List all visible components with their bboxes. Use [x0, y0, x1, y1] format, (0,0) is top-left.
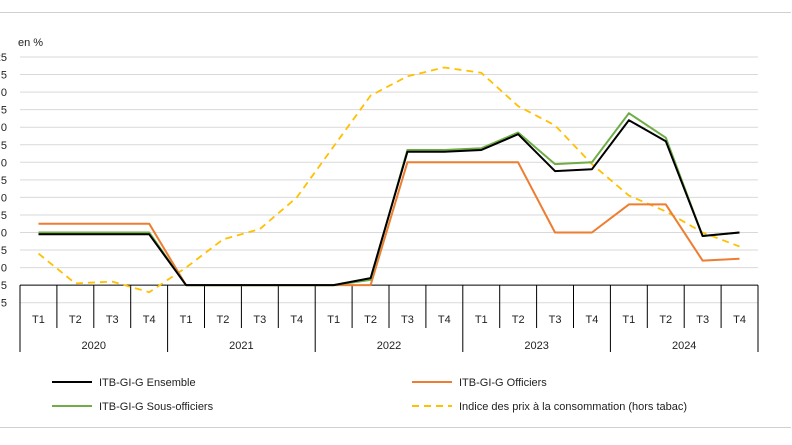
- x-quarter-label: T1: [180, 314, 193, 326]
- y-tick-label: 5: [1, 298, 7, 310]
- x-quarter-label: T1: [622, 314, 635, 326]
- x-year-label: 2021: [229, 340, 253, 352]
- legend-label: ITB-GI-G Officiers: [459, 377, 547, 389]
- series-line-3: [37, 66, 740, 294]
- y-tick-label: 5: [1, 105, 7, 117]
- x-quarter-label: T3: [106, 314, 119, 326]
- y-tick-label: 5: [1, 280, 7, 292]
- series-lines: [37, 66, 740, 294]
- legend-label: ITB-GI-G Sous-officiers: [99, 401, 214, 413]
- x-quarter-label: T3: [549, 314, 562, 326]
- x-quarter-label: T4: [586, 314, 599, 326]
- y-tick-label: 0: [1, 157, 7, 169]
- y-axis-ticks: 25 5 0 5 0 5 0 5 0 5 0 5 0 5 5: [0, 52, 7, 310]
- x-quarter-label: T3: [696, 314, 709, 326]
- x-year-label: 2024: [672, 340, 696, 352]
- x-quarter-label: T1: [32, 314, 45, 326]
- x-quarter-label: T2: [364, 314, 377, 326]
- x-year-label: 2022: [377, 340, 401, 352]
- legend: ITB-GI-G Ensemble ITB-GI-G Officiers ITB-G…: [52, 377, 687, 413]
- y-tick-label: 25: [0, 52, 7, 64]
- y-tick-label: 0: [1, 228, 7, 240]
- x-quarter-label: T4: [290, 314, 303, 326]
- y-tick-label: 5: [1, 210, 7, 222]
- x-quarter-label: T4: [438, 314, 451, 326]
- y-tick-label: 5: [1, 140, 7, 152]
- series-line-1: [38, 161, 740, 287]
- grid-lines: [20, 56, 758, 304]
- y-tick-label: 0: [1, 263, 7, 275]
- x-quarter-label: T2: [69, 314, 82, 326]
- x-quarter-label: T1: [327, 314, 340, 326]
- legend-label: Indice des prix à la consommation (hors …: [459, 401, 687, 413]
- x-quarter-label: T2: [512, 314, 525, 326]
- x-year-label: 2023: [524, 340, 548, 352]
- unit-label: en %: [18, 37, 43, 49]
- series-line-2: [38, 112, 740, 287]
- y-tick-label: 5: [1, 70, 7, 82]
- y-tick-label: 0: [1, 192, 7, 204]
- x-quarter-label: T3: [401, 314, 414, 326]
- x-quarter-label: T1: [475, 314, 488, 326]
- x-quarter-label: T4: [143, 314, 156, 326]
- x-quarter-label: T2: [659, 314, 672, 326]
- y-tick-label: 0: [1, 87, 7, 99]
- x-axis: T1 T2 T3 T4 T1 T2 T3 T4 T1 T2 T3 T4 T1 T2 T3 T4 T1 T2 T3 T4…: [19, 284, 759, 352]
- chart-frame: [0, 12, 791, 428]
- x-quarter-label: T3: [253, 314, 266, 326]
- x-quarter-label: T2: [217, 314, 230, 326]
- y-tick-label: 5: [1, 175, 7, 187]
- x-quarter-label: T4: [733, 314, 746, 326]
- y-tick-label: 5: [1, 245, 7, 257]
- series-line-0: [38, 119, 740, 287]
- y-tick-label: 0: [1, 122, 7, 134]
- x-year-label: 2020: [82, 340, 106, 352]
- legend-label: ITB-GI-G Ensemble: [99, 377, 196, 389]
